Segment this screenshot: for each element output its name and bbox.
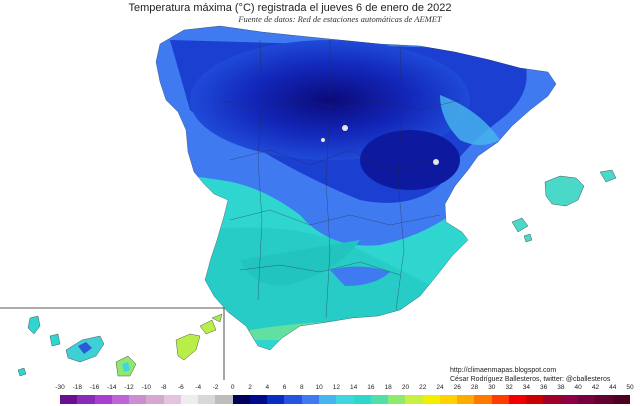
colorbar-tick-label: 26 — [453, 384, 461, 391]
colorbar-swatch — [612, 395, 630, 404]
colorbar-swatch — [198, 395, 216, 404]
province-borders — [155, 25, 557, 351]
colorbar-swatch — [577, 395, 596, 404]
credit-author: César Rodríguez Ballesteros, twitter: @c… — [450, 376, 611, 383]
colorbar-tick-label: 34 — [522, 384, 530, 391]
colorbar-swatch — [457, 395, 475, 404]
colorbar-tick-label: 40 — [574, 384, 582, 391]
canary-islands-inset — [0, 307, 225, 380]
colorbar-swatch — [370, 395, 389, 404]
colorbar-tick-label: 4 — [265, 384, 270, 391]
colorbar-tick-label: 6 — [282, 384, 287, 391]
colorbar-swatch — [422, 395, 440, 404]
colorbar-tick-label: -16 — [89, 384, 100, 391]
colorbar-swatch — [163, 395, 181, 404]
colorbar-tick-label: 14 — [350, 384, 358, 391]
colorbar-tick-label: 32 — [505, 384, 513, 391]
colorbar-swatch — [508, 395, 527, 404]
colorbar-swatch — [439, 395, 458, 404]
colorbar-swatch — [60, 395, 78, 404]
colorbar-swatch — [77, 395, 95, 404]
colorbar-swatch — [129, 395, 147, 404]
colorbar-tick-label: 44 — [609, 384, 617, 391]
colorbar-swatch — [405, 395, 423, 404]
balearic-islands — [511, 169, 617, 243]
colorbar-swatch — [249, 395, 268, 404]
colorbar-tick-label: 18 — [384, 384, 392, 391]
colorbar-tick-label: 50 — [626, 384, 634, 391]
colorbar-swatch — [491, 395, 509, 404]
portugal-area — [150, 62, 228, 300]
colorbar-tick-label: 36 — [540, 384, 548, 391]
colorbar-swatch — [353, 395, 371, 404]
colorbar-tick-label: 2 — [248, 384, 252, 391]
colorbar-swatch — [543, 395, 561, 404]
colorbar-swatch — [111, 395, 130, 404]
colorbar-swatch — [318, 395, 337, 404]
colorbar-swatch — [215, 395, 233, 404]
colorbar-tick-label: 12 — [332, 384, 340, 391]
colorbar-tick-label: 24 — [436, 384, 444, 391]
map-title: Temperatura máxima (°C) registrada el ju… — [128, 2, 452, 14]
colorbar-swatch — [146, 395, 164, 404]
colorbar-tick-label: 30 — [488, 384, 496, 391]
colorbar-tick-label: 28 — [470, 384, 479, 391]
colorbar-tick-label: 16 — [367, 384, 375, 391]
colorbar-tick-label: -10 — [141, 384, 152, 391]
colorbar-swatch — [560, 395, 578, 404]
credit-url: http://climaenmapas.blogspot.com — [450, 367, 557, 374]
colorbar-tick-label: -6 — [178, 384, 184, 391]
colorbar-tick-label: 8 — [300, 384, 304, 391]
colorbar-tick-label: 22 — [419, 384, 427, 391]
colorbar-swatch — [526, 395, 544, 404]
colorbar-swatch — [388, 395, 406, 404]
colorbar-swatch — [284, 395, 302, 404]
colorbar-tick-label: -12 — [124, 384, 134, 391]
colorbar-swatch — [180, 395, 199, 404]
colorbar-tick-label: 20 — [401, 384, 410, 391]
colorbar-tick-label: 38 — [557, 384, 565, 391]
colorbar-tick-label: 0 — [230, 384, 235, 391]
map-subtitle: Fuente de datos: Red de estaciones autom… — [238, 14, 442, 24]
colorbar-tick-label: -14 — [107, 384, 117, 391]
colorbar-swatch — [94, 395, 112, 404]
colorbar-tick-labels: -30 -18 -16 -14 -12 -10 -8 -6 -4 -2 0 2 4 6 8 10 12 14 16 1… — [55, 384, 634, 394]
colorbar-tick-label: 10 — [315, 384, 323, 391]
colorbar-swatch — [595, 395, 613, 404]
colorbar-swatch — [232, 395, 250, 404]
colorbar-tick-label: -18 — [72, 384, 82, 391]
peninsula-map — [156, 26, 556, 350]
colorbar-tick-label: -2 — [212, 384, 219, 391]
colorbar-swatch — [474, 395, 492, 404]
colorbar-swatch — [336, 395, 354, 404]
colorbar-tick-label: -30 — [55, 384, 65, 391]
colorbar-tick-label: 42 — [591, 384, 600, 391]
colorbar-swatch — [301, 395, 319, 404]
colorbar-swatch — [267, 395, 285, 404]
colorbar-tick-label: -8 — [160, 384, 167, 391]
colorbar-tick-label: -4 — [195, 384, 202, 391]
temperature-colorbar — [60, 395, 630, 404]
